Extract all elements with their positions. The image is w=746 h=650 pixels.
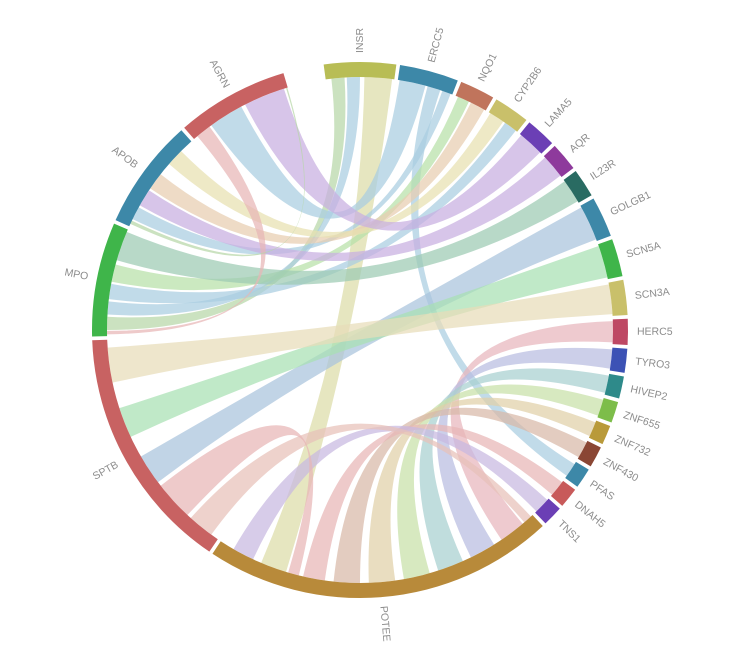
chord-arcs: [92, 61, 629, 598]
label-sptb: SPTB: [91, 459, 121, 483]
label-tyro3: TYRO3: [635, 356, 671, 372]
label-scn5a: SCN5A: [625, 240, 662, 261]
arc-mpo: [92, 223, 128, 337]
label-nqo1: NQO1: [476, 51, 500, 83]
arc-hivep2: [604, 373, 624, 399]
label-potee: POTEE: [377, 606, 392, 642]
arc-potee: [212, 515, 543, 598]
label-hivep2: HIVEP2: [629, 383, 668, 403]
ribbon-scn3a-sptb: [107, 284, 613, 383]
ribbon-scn5a-sptb: [119, 245, 608, 437]
ribbon-golgb1-sptb: [140, 207, 597, 483]
ribbon-nqo1-apob: [150, 102, 485, 244]
ribbon-lama5-agrn: [245, 88, 541, 231]
arc-il23r: [563, 170, 592, 203]
arc-pfas: [565, 461, 589, 487]
arc-znf732: [588, 420, 611, 445]
arc-cyp2b6: [488, 99, 527, 132]
ribbon-znf430-potee: [333, 407, 587, 583]
arc-tyro3: [609, 347, 628, 373]
arc-scn3a: [608, 279, 628, 316]
label-znf655: ZNF655: [622, 409, 662, 432]
ribbon-cyp2b6-apob: [169, 113, 504, 238]
arc-lama5: [519, 122, 553, 154]
ribbon-potee-sptb: [190, 423, 531, 535]
arc-sptb: [92, 339, 218, 552]
ribbon-ercc5-agrn: [211, 80, 426, 219]
arc-aqr: [543, 145, 574, 178]
label-znf732: ZNF732: [613, 433, 653, 459]
label-dnah5: DNAH5: [572, 499, 607, 531]
label-insr: INSR: [354, 27, 366, 53]
arc-scn5a: [598, 239, 623, 280]
label-tns1: TNS1: [555, 518, 583, 545]
label-apob: APOB: [110, 144, 141, 171]
ribbon-znf732-potee: [368, 397, 596, 583]
ribbon-il23r-mpo: [116, 181, 578, 285]
arc-znf655: [597, 398, 619, 423]
ribbon-sptb-potee: [160, 425, 314, 576]
label-scn3a: SCN3A: [634, 286, 670, 302]
label-mpo: MPO: [64, 266, 90, 282]
label-il23r: IL23R: [588, 157, 618, 183]
arc-insr: [323, 61, 397, 80]
label-agrn: AGRN: [207, 58, 232, 90]
ribbon-hivep2-potee: [419, 368, 609, 571]
label-lama5: LAMA5: [543, 96, 575, 130]
arc-nqo1: [455, 81, 494, 111]
ribbon-tns1-potee: [233, 425, 548, 560]
arc-znf430: [577, 440, 601, 467]
ribbon-aqr-apob: [139, 157, 561, 262]
arc-golgb1: [580, 198, 611, 241]
label-herc5: HERC5: [637, 326, 673, 338]
arc-herc5: [612, 318, 629, 345]
label-znf430: ZNF430: [601, 456, 640, 485]
ribbon-znf655-potee: [397, 384, 604, 580]
label-golgb1: GOLGB1: [608, 189, 652, 218]
label-cyp2b6: CYP2B6: [512, 65, 545, 105]
arc-agrn: [184, 73, 288, 140]
label-aqr: AQR: [567, 131, 592, 155]
arc-tns1: [535, 498, 560, 524]
ribbon-ercc5-apob: [132, 90, 451, 255]
ribbon-ercc5-pfas: [410, 86, 575, 476]
label-ercc5: ERCC5: [426, 26, 447, 64]
chord-ribbons: [107, 77, 613, 583]
arc-apob: [115, 130, 192, 227]
arc-dnah5: [550, 480, 576, 506]
label-pfas: PFAS: [588, 478, 617, 503]
arc-ercc5: [397, 65, 458, 95]
